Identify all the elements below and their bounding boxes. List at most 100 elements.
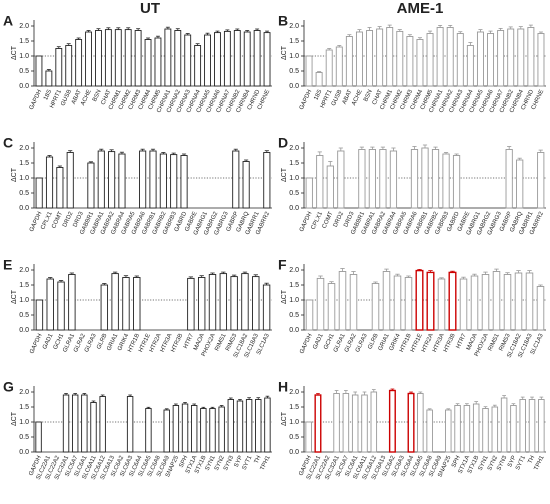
bar [396,30,404,87]
bar [445,409,452,453]
bar [507,28,515,87]
bar [466,45,474,87]
y-tick-label: 1.5 [289,282,299,289]
bar [452,155,461,209]
x-tick-label: SPH [451,455,462,469]
bar [537,152,545,209]
bar [97,150,105,209]
bar [436,27,444,87]
y-axis-label: ΔCT [11,167,18,182]
y-tick-label: 0.5 [289,434,299,441]
panel-label: A [3,13,13,29]
bar [454,405,461,453]
x-tick-label: 18S [43,89,53,101]
bar [410,149,419,209]
bar [537,33,545,87]
bar [164,28,172,87]
y-tick-label: 2.0 [19,23,29,30]
x-tick-label: SYN3 [223,454,235,471]
x-tick-label: SYP [234,455,245,468]
bar [57,281,65,331]
bar [35,177,43,209]
bar [525,272,534,331]
x-tick-label: SYN3 [496,454,508,471]
bar [315,72,323,87]
y-tick-label: 0.0 [289,205,299,212]
bar [459,278,468,331]
bar [197,277,206,331]
panel-label: C [3,135,13,151]
bar [463,405,471,453]
y-tick-label: 1.0 [19,297,29,304]
x-tick-label: TH [527,455,536,465]
bar [56,167,64,209]
bar [118,153,126,209]
y-tick-label: 0.5 [19,312,29,319]
bar [108,151,116,209]
y-tick-label: 1.5 [19,160,29,167]
bar [111,273,119,331]
bar [245,399,253,453]
x-tick-label: GAPDH [29,333,43,355]
bar [497,30,505,87]
y-axis-label: ΔCT [11,289,18,304]
y-tick-label: 1.0 [19,419,29,426]
y-tick-label: 2.0 [19,389,29,396]
bar [376,28,384,87]
bar [514,272,523,331]
bar [133,277,141,331]
bar [62,394,70,453]
bar [159,153,167,209]
bar [371,283,380,331]
bar [333,393,340,453]
bar [145,408,152,453]
bar [68,274,76,331]
y-tick-label: 0.5 [19,434,29,441]
bar [517,28,525,87]
bar [316,155,324,209]
bar [417,393,424,453]
bar [491,406,499,453]
y-tick-label: 0.0 [19,205,29,212]
bar [209,408,216,453]
x-tick-label: TH [254,455,263,465]
bar [503,274,512,331]
bar [415,269,424,331]
bar [35,55,43,87]
bar [342,393,350,453]
bar [442,153,450,209]
bar [426,271,435,331]
bar [406,36,414,87]
bar [393,275,402,331]
bar [448,271,457,331]
bar [154,37,162,87]
y-axis-label: ΔCT [281,167,288,182]
bar [122,277,130,331]
column-title: AME-1 [397,0,444,17]
bar [149,150,157,209]
bar [305,299,314,331]
bar [35,299,44,331]
bar [181,403,189,453]
y-axis-label: ΔCT [11,45,18,60]
bar [404,277,413,331]
panel-label: D [278,135,288,151]
bar [500,397,508,453]
bar [370,391,378,453]
panel-label: G [3,379,14,395]
x-tick-label: 18S [313,89,323,101]
bar [476,31,484,87]
bar [368,149,376,209]
bar [338,271,347,331]
bar [516,159,524,209]
bar [100,284,109,331]
bar [316,277,325,331]
bar [252,276,260,331]
bar [184,34,192,87]
bar [426,409,433,453]
x-tick-label: GAPDH [29,89,43,111]
bar [366,30,374,87]
bar [505,149,513,209]
bar [472,403,480,453]
